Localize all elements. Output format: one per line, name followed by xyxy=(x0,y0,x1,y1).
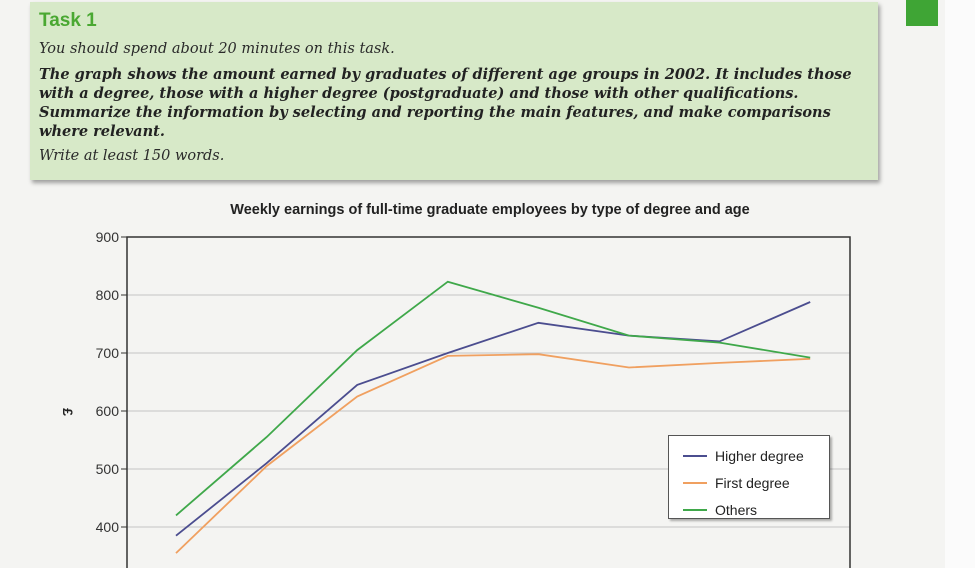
legend-swatch-higher-degree xyxy=(683,454,707,457)
legend-item-others: Others xyxy=(669,496,829,523)
series-line-higher-degree xyxy=(175,301,811,537)
series-lines xyxy=(175,280,811,554)
y-tick-label: 500 xyxy=(96,461,120,477)
y-tick-label: 900 xyxy=(96,229,120,245)
series-line-first-degree xyxy=(175,353,811,554)
chart-title: Weekly earnings of full-time graduate em… xyxy=(230,202,750,218)
series-line-others xyxy=(175,280,811,517)
legend-item-higher-degree: Higher degree xyxy=(669,442,829,469)
y-axis-ticks: 400 500 600 700 800 900 xyxy=(96,229,127,535)
page-edge xyxy=(945,0,975,568)
legend-label: First degree xyxy=(715,474,790,491)
y-tick-label: 600 xyxy=(96,403,120,419)
corner-tab xyxy=(906,0,938,26)
y-tick-label: 800 xyxy=(96,287,120,303)
y-tick-label: 400 xyxy=(96,519,120,535)
legend-item-first-degree: First degree xyxy=(669,469,829,496)
legend-label: Higher degree xyxy=(715,447,804,464)
task-prompt: The graph shows the amount earned by gra… xyxy=(39,66,852,140)
time-note: You should spend about 20 minutes on thi… xyxy=(39,41,395,57)
legend-swatch-others xyxy=(683,508,707,511)
y-tick-label: 700 xyxy=(96,345,120,361)
legend-swatch-first-degree xyxy=(683,481,707,484)
word-count-note: Write at least 150 words. xyxy=(39,148,225,164)
legend: Higher degree First degree Others xyxy=(668,435,830,519)
task-title: Task 1 xyxy=(39,10,97,31)
legend-label: Others xyxy=(715,501,758,518)
plot-frame xyxy=(126,236,851,568)
task-box: Task 1 You should spend about 20 minutes… xyxy=(30,2,878,180)
y-axis-label: £ xyxy=(60,408,76,416)
